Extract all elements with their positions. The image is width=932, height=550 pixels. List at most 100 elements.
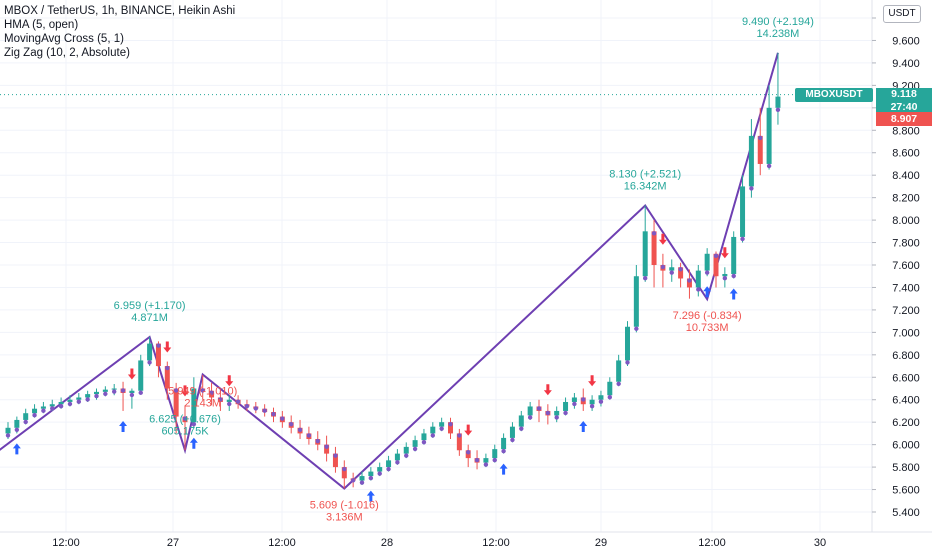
- hma-dot: [76, 399, 82, 404]
- price-tick-label: 7.600: [892, 260, 920, 272]
- price-tick-label: 7.000: [892, 327, 920, 339]
- hma-dot: [634, 326, 639, 331]
- candle-body: [403, 446, 409, 454]
- price-tick-label: 5.400: [892, 507, 920, 519]
- candle-body: [501, 437, 507, 450]
- candle-body: [5, 427, 11, 434]
- hma-dot: [306, 433, 312, 438]
- zigzag-line: [0, 52, 779, 490]
- candle-body: [439, 422, 445, 427]
- hma-dot: [492, 457, 497, 463]
- candle-body: [377, 467, 383, 472]
- hma-dot: [616, 381, 621, 386]
- last-price: 9.118: [891, 88, 917, 100]
- time-tick-label: 30: [814, 537, 826, 549]
- candle-body: [155, 343, 161, 367]
- candle-body: [571, 397, 577, 402]
- hma-dot: [439, 426, 444, 431]
- hma-dot: [14, 427, 20, 432]
- hma-dot: [395, 460, 400, 465]
- hma-dot: [244, 404, 250, 409]
- hma-dot: [315, 438, 320, 444]
- zigzag-price-label: 7.296 (-0.834): [673, 310, 742, 322]
- price-tick-label: 8.800: [892, 125, 920, 137]
- hma-dot: [563, 410, 568, 416]
- time-axis[interactable]: 12:00 27 12:00 28 12:00 29 12:00 30: [0, 531, 932, 550]
- candle-body: [686, 278, 692, 288]
- zigzag-price-label: 5.949 (-1.010): [168, 385, 237, 397]
- price-tick-label: 7.400: [892, 282, 920, 294]
- hma-dot: [572, 401, 577, 407]
- hma-dot: [625, 360, 630, 365]
- zigzag-labels: 6.959 (+1.170)4.871M 6.625 (+0.676)605.17…: [114, 16, 814, 524]
- candle-body: [740, 186, 746, 237]
- hma-dot: [218, 397, 223, 402]
- candle-body: [633, 276, 639, 327]
- candle-body: [102, 389, 108, 392]
- candle-body: [678, 267, 684, 279]
- time-tick-label: 12:00: [482, 537, 510, 549]
- price-tick-label: 8.600: [892, 148, 920, 160]
- hma-dot: [713, 253, 719, 258]
- arrow-down-icon: [588, 375, 597, 387]
- candle-body: [430, 426, 436, 434]
- hma-dot: [50, 406, 55, 411]
- candle-body: [412, 440, 418, 447]
- hma-dot: [23, 419, 28, 425]
- candle-body: [607, 381, 613, 396]
- candle-body: [173, 388, 179, 417]
- hma-dot: [775, 107, 781, 113]
- candle-body: [421, 433, 427, 441]
- hma-dot: [5, 433, 11, 438]
- candle-body: [448, 422, 453, 434]
- hma-dot: [651, 231, 657, 236]
- hma-dot: [483, 462, 489, 467]
- hma-dot: [173, 388, 179, 393]
- hma-dot: [156, 343, 161, 348]
- legend-zigzag[interactable]: Zig Zag (10, 2, Absolute): [4, 47, 130, 59]
- hma-dot: [85, 397, 90, 402]
- legend-ma-cross[interactable]: MovingAvg Cross (5, 1): [4, 33, 124, 45]
- hma-dot: [191, 421, 197, 427]
- candle-body: [518, 415, 524, 427]
- candle-body: [748, 135, 754, 187]
- candle-body: [616, 360, 622, 382]
- hma-dot: [147, 360, 152, 365]
- candle-body: [58, 401, 64, 405]
- arrow-down-icon: [720, 247, 729, 259]
- hma-dot: [766, 163, 772, 169]
- zigzag-price-label: 5.609 (-1.016): [310, 500, 379, 512]
- price-tick-label: 8.000: [892, 215, 920, 227]
- zigzag-volume-label: 3.136M: [326, 512, 363, 524]
- currency-button[interactable]: USDT: [883, 5, 921, 23]
- hma-dot: [696, 287, 701, 292]
- legend-hma[interactable]: HMA (5, open): [4, 19, 79, 31]
- hma-dot: [704, 270, 710, 275]
- arrow-down-icon: [127, 368, 136, 380]
- candle-body: [509, 426, 515, 438]
- candle-body: [554, 410, 560, 416]
- time-tick-label: 12:00: [698, 537, 726, 549]
- arrow-up-icon: [729, 288, 738, 300]
- zigzag-volume-label: 14.238M: [757, 28, 800, 40]
- arrow-down-icon: [543, 384, 552, 396]
- price-tick-label: 6.000: [892, 440, 920, 452]
- price-tick-label: 8.400: [892, 170, 920, 182]
- candle-body: [76, 397, 82, 400]
- price-tick-label: 8.200: [892, 193, 920, 205]
- hma-dot: [271, 411, 276, 417]
- price-axis[interactable]: 9.8009.6009.4009.2009.0008.8008.6008.400…: [871, 0, 932, 550]
- time-tick-label: 27: [167, 537, 179, 549]
- price-tick-label: 5.600: [892, 485, 920, 497]
- candle-body: [129, 390, 135, 393]
- hma-dot: [457, 433, 462, 438]
- hma-dot: [58, 404, 64, 409]
- symbol-title[interactable]: MBOX / TetherUS, 1h, BINANCE, Heikin Ash…: [4, 5, 236, 17]
- price-tick-label: 6.200: [892, 417, 920, 429]
- zigzag-price-label: 8.130 (+2.521): [609, 169, 681, 181]
- zigzag-price-label: 9.490 (+2.194): [742, 16, 814, 28]
- candle-body: [386, 460, 392, 468]
- arrow-up-icon: [499, 463, 508, 475]
- candle-body: [147, 343, 153, 361]
